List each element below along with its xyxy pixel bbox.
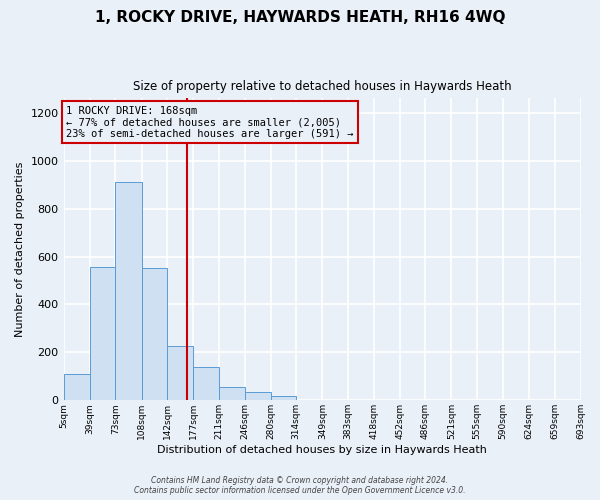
- Bar: [90, 268, 115, 400]
- Bar: [271, 396, 296, 400]
- Bar: [142, 268, 167, 400]
- Bar: [115, 182, 142, 400]
- Text: 1 ROCKY DRIVE: 168sqm
← 77% of detached houses are smaller (2,005)
23% of semi-d: 1 ROCKY DRIVE: 168sqm ← 77% of detached …: [67, 106, 354, 138]
- Bar: [245, 392, 271, 400]
- Y-axis label: Number of detached properties: Number of detached properties: [15, 162, 25, 337]
- Bar: [64, 374, 90, 400]
- Bar: [193, 366, 219, 400]
- X-axis label: Distribution of detached houses by size in Haywards Heath: Distribution of detached houses by size …: [157, 445, 487, 455]
- Title: Size of property relative to detached houses in Haywards Heath: Size of property relative to detached ho…: [133, 80, 512, 93]
- Text: 1, ROCKY DRIVE, HAYWARDS HEATH, RH16 4WQ: 1, ROCKY DRIVE, HAYWARDS HEATH, RH16 4WQ: [95, 10, 505, 25]
- Bar: [167, 346, 193, 401]
- Text: Contains HM Land Registry data © Crown copyright and database right 2024.
Contai: Contains HM Land Registry data © Crown c…: [134, 476, 466, 495]
- Bar: [219, 387, 245, 400]
